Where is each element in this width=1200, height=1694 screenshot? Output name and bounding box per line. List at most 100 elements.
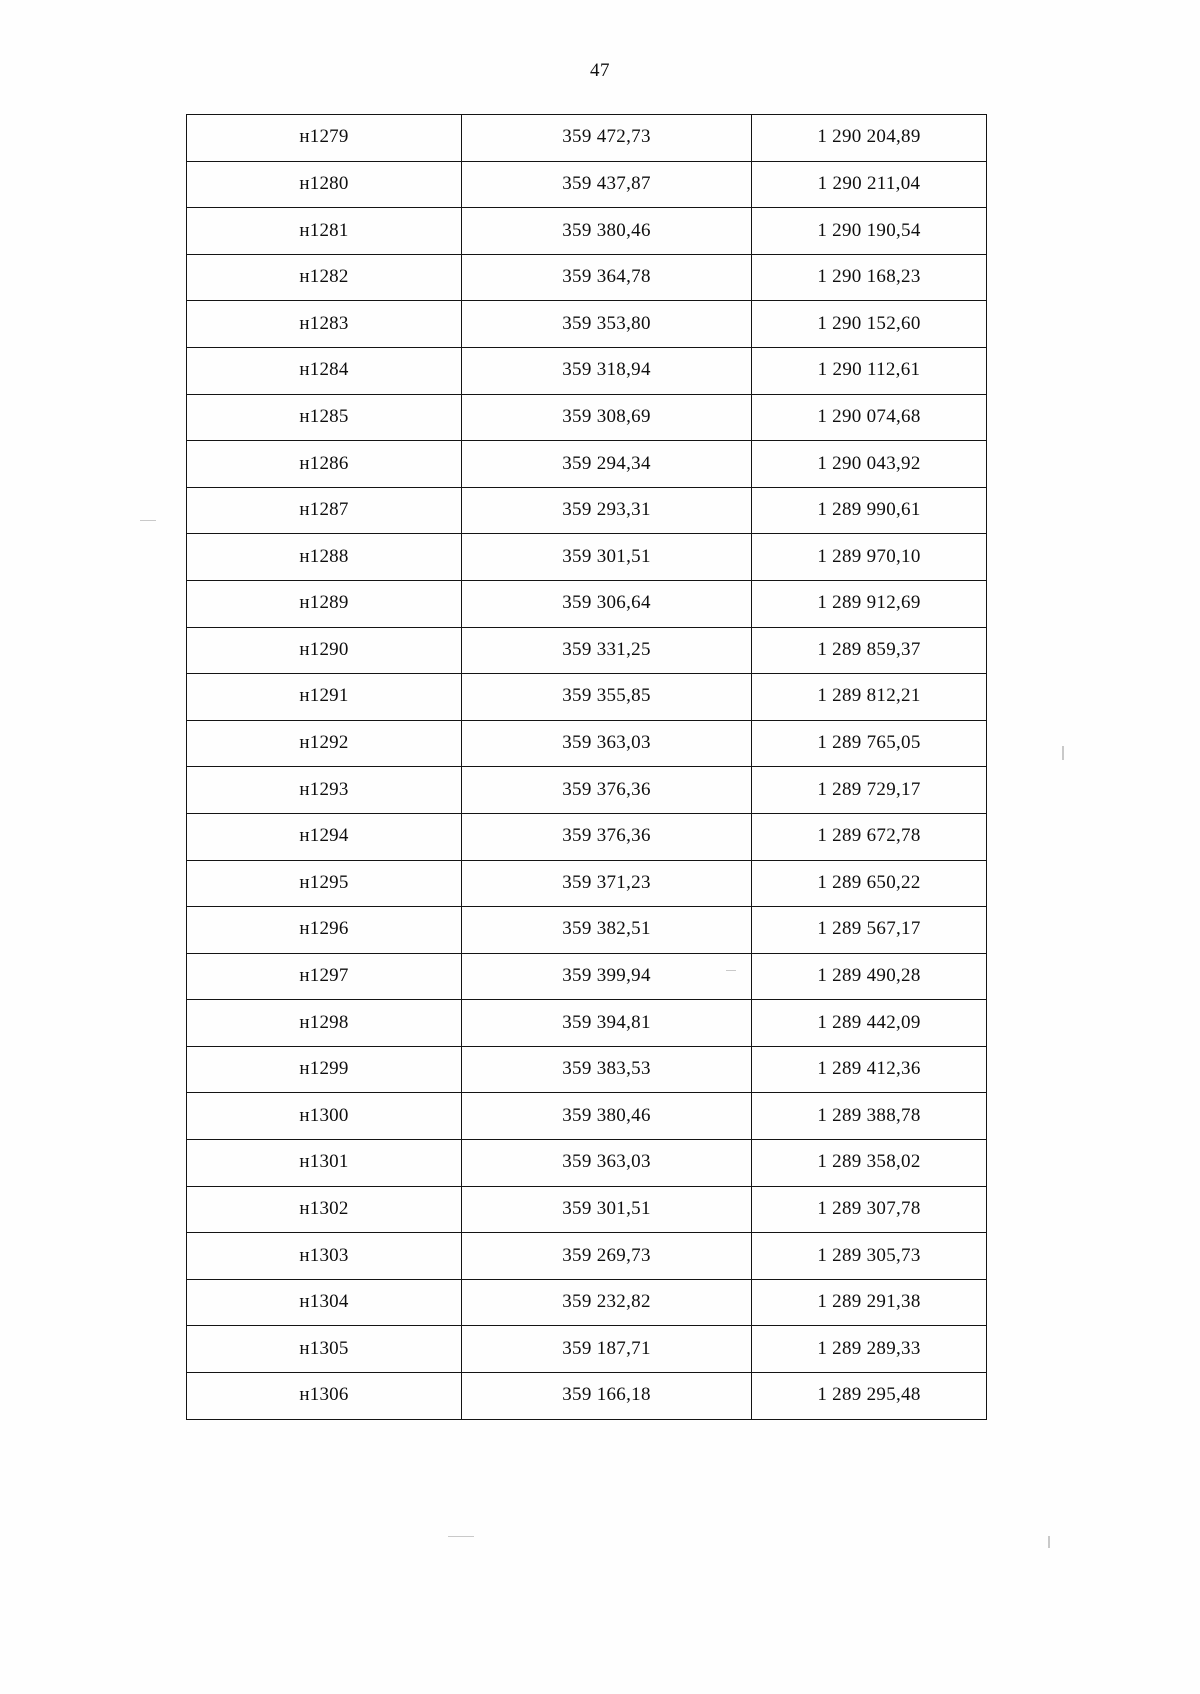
x-coordinate-cell: 359 364,78 bbox=[461, 253, 752, 302]
point-label-cell: н1295 bbox=[186, 859, 462, 908]
scan-artifact bbox=[1062, 746, 1064, 760]
y-coordinate-cell: 1 289 295,48 bbox=[751, 1372, 987, 1420]
x-coordinate-cell: 359 380,46 bbox=[461, 1092, 752, 1141]
table-row: н1300 359 380,46 1 289 388,78 bbox=[186, 1092, 987, 1141]
x-coordinate-cell: 359 187,71 bbox=[461, 1325, 752, 1374]
point-label-cell: н1301 bbox=[186, 1139, 462, 1187]
point-label-cell: н1289 bbox=[186, 579, 462, 628]
scan-artifact bbox=[726, 970, 736, 971]
scan-artifact bbox=[448, 1536, 474, 1537]
table-row: н1303 359 269,73 1 289 305,73 bbox=[186, 1232, 987, 1280]
x-coordinate-cell: 359 306,64 bbox=[461, 579, 752, 628]
point-label-cell: н1285 bbox=[186, 393, 462, 442]
point-label-cell: н1304 bbox=[186, 1278, 462, 1327]
point-label-cell: н1279 bbox=[186, 114, 462, 162]
x-coordinate-cell: 359 363,03 bbox=[461, 1139, 752, 1187]
x-coordinate-cell: 359 399,94 bbox=[461, 952, 752, 1001]
point-label-cell: н1297 bbox=[186, 952, 462, 1001]
x-coordinate-cell: 359 301,51 bbox=[461, 1185, 752, 1234]
x-coordinate-cell: 359 371,23 bbox=[461, 859, 752, 908]
y-coordinate-cell: 1 289 305,73 bbox=[751, 1232, 987, 1280]
point-label-cell: н1284 bbox=[186, 346, 462, 395]
table-row: н1306 359 166,18 1 289 295,48 bbox=[186, 1372, 987, 1420]
y-coordinate-cell: 1 290 168,23 bbox=[751, 253, 987, 302]
x-coordinate-cell: 359 308,69 bbox=[461, 393, 752, 442]
y-coordinate-cell: 1 290 112,61 bbox=[751, 346, 987, 395]
x-coordinate-cell: 359 294,34 bbox=[461, 440, 752, 488]
table-row: н1283 359 353,80 1 290 152,60 bbox=[186, 300, 987, 348]
x-coordinate-cell: 359 293,31 bbox=[461, 486, 752, 535]
table-row: н1287 359 293,31 1 289 990,61 bbox=[186, 486, 987, 535]
point-label-cell: н1305 bbox=[186, 1325, 462, 1374]
y-coordinate-cell: 1 289 859,37 bbox=[751, 626, 987, 675]
table-row: н1286 359 294,34 1 290 043,92 bbox=[186, 440, 987, 488]
x-coordinate-cell: 359 269,73 bbox=[461, 1232, 752, 1280]
y-coordinate-cell: 1 289 291,38 bbox=[751, 1278, 987, 1327]
y-coordinate-cell: 1 290 190,54 bbox=[751, 207, 987, 255]
x-coordinate-cell: 359 363,03 bbox=[461, 719, 752, 768]
table-row: н1296 359 382,51 1 289 567,17 bbox=[186, 906, 987, 954]
table-row: н1299 359 383,53 1 289 412,36 bbox=[186, 1045, 987, 1094]
point-label-cell: н1298 bbox=[186, 999, 462, 1047]
point-label-cell: н1281 bbox=[186, 207, 462, 255]
table-row: н1281 359 380,46 1 290 190,54 bbox=[186, 207, 987, 255]
y-coordinate-cell: 1 289 812,21 bbox=[751, 673, 987, 721]
y-coordinate-cell: 1 289 650,22 bbox=[751, 859, 987, 908]
y-coordinate-cell: 1 289 912,69 bbox=[751, 579, 987, 628]
point-label-cell: н1288 bbox=[186, 533, 462, 581]
x-coordinate-cell: 359 383,53 bbox=[461, 1045, 752, 1094]
table-row: н1290 359 331,25 1 289 859,37 bbox=[186, 626, 987, 675]
y-coordinate-cell: 1 290 043,92 bbox=[751, 440, 987, 488]
point-label-cell: н1280 bbox=[186, 160, 462, 209]
coordinate-table: н1279 359 472,73 1 290 204,89 н1280 359 437,… bbox=[186, 114, 987, 1420]
table-row: н1279 359 472,73 1 290 204,89 bbox=[186, 114, 987, 162]
table-row: н1282 359 364,78 1 290 168,23 bbox=[186, 253, 987, 302]
x-coordinate-cell: 359 166,18 bbox=[461, 1372, 752, 1420]
x-coordinate-cell: 359 301,51 bbox=[461, 533, 752, 581]
point-label-cell: н1300 bbox=[186, 1092, 462, 1141]
table-row: н1293 359 376,36 1 289 729,17 bbox=[186, 766, 987, 814]
table-row: н1297 359 399,94 1 289 490,28 bbox=[186, 952, 987, 1001]
point-label-cell: н1296 bbox=[186, 906, 462, 954]
x-coordinate-cell: 359 376,36 bbox=[461, 766, 752, 814]
table-row: н1294 359 376,36 1 289 672,78 bbox=[186, 812, 987, 861]
table-row: н1301 359 363,03 1 289 358,02 bbox=[186, 1139, 987, 1187]
y-coordinate-cell: 1 289 970,10 bbox=[751, 533, 987, 581]
point-label-cell: н1286 bbox=[186, 440, 462, 488]
x-coordinate-cell: 359 437,87 bbox=[461, 160, 752, 209]
point-label-cell: н1292 bbox=[186, 719, 462, 768]
x-coordinate-cell: 359 355,85 bbox=[461, 673, 752, 721]
x-coordinate-cell: 359 382,51 bbox=[461, 906, 752, 954]
x-coordinate-cell: 359 331,25 bbox=[461, 626, 752, 675]
x-coordinate-cell: 359 380,46 bbox=[461, 207, 752, 255]
point-label-cell: н1293 bbox=[186, 766, 462, 814]
point-label-cell: н1291 bbox=[186, 673, 462, 721]
x-coordinate-cell: 359 353,80 bbox=[461, 300, 752, 348]
table-row: н1284 359 318,94 1 290 112,61 bbox=[186, 346, 987, 395]
table-row: н1304 359 232,82 1 289 291,38 bbox=[186, 1278, 987, 1327]
table-row: н1288 359 301,51 1 289 970,10 bbox=[186, 533, 987, 581]
table-row: н1291 359 355,85 1 289 812,21 bbox=[186, 673, 987, 721]
x-coordinate-cell: 359 472,73 bbox=[461, 114, 752, 162]
point-label-cell: н1299 bbox=[186, 1045, 462, 1094]
y-coordinate-cell: 1 289 490,28 bbox=[751, 952, 987, 1001]
point-label-cell: н1302 bbox=[186, 1185, 462, 1234]
y-coordinate-cell: 1 289 358,02 bbox=[751, 1139, 987, 1187]
y-coordinate-cell: 1 290 204,89 bbox=[751, 114, 987, 162]
y-coordinate-cell: 1 289 672,78 bbox=[751, 812, 987, 861]
table-row: н1285 359 308,69 1 290 074,68 bbox=[186, 393, 987, 442]
table-row: н1280 359 437,87 1 290 211,04 bbox=[186, 160, 987, 209]
y-coordinate-cell: 1 289 442,09 bbox=[751, 999, 987, 1047]
y-coordinate-cell: 1 289 388,78 bbox=[751, 1092, 987, 1141]
y-coordinate-cell: 1 289 412,36 bbox=[751, 1045, 987, 1094]
table-row: н1302 359 301,51 1 289 307,78 bbox=[186, 1185, 987, 1234]
point-label-cell: н1290 bbox=[186, 626, 462, 675]
table-row: н1298 359 394,81 1 289 442,09 bbox=[186, 999, 987, 1047]
point-label-cell: н1283 bbox=[186, 300, 462, 348]
coordinate-table-body: н1279 359 472,73 1 290 204,89 н1280 359 437,… bbox=[186, 114, 987, 1420]
y-coordinate-cell: 1 289 729,17 bbox=[751, 766, 987, 814]
point-label-cell: н1294 bbox=[186, 812, 462, 861]
point-label-cell: н1306 bbox=[186, 1372, 462, 1420]
x-coordinate-cell: 359 394,81 bbox=[461, 999, 752, 1047]
